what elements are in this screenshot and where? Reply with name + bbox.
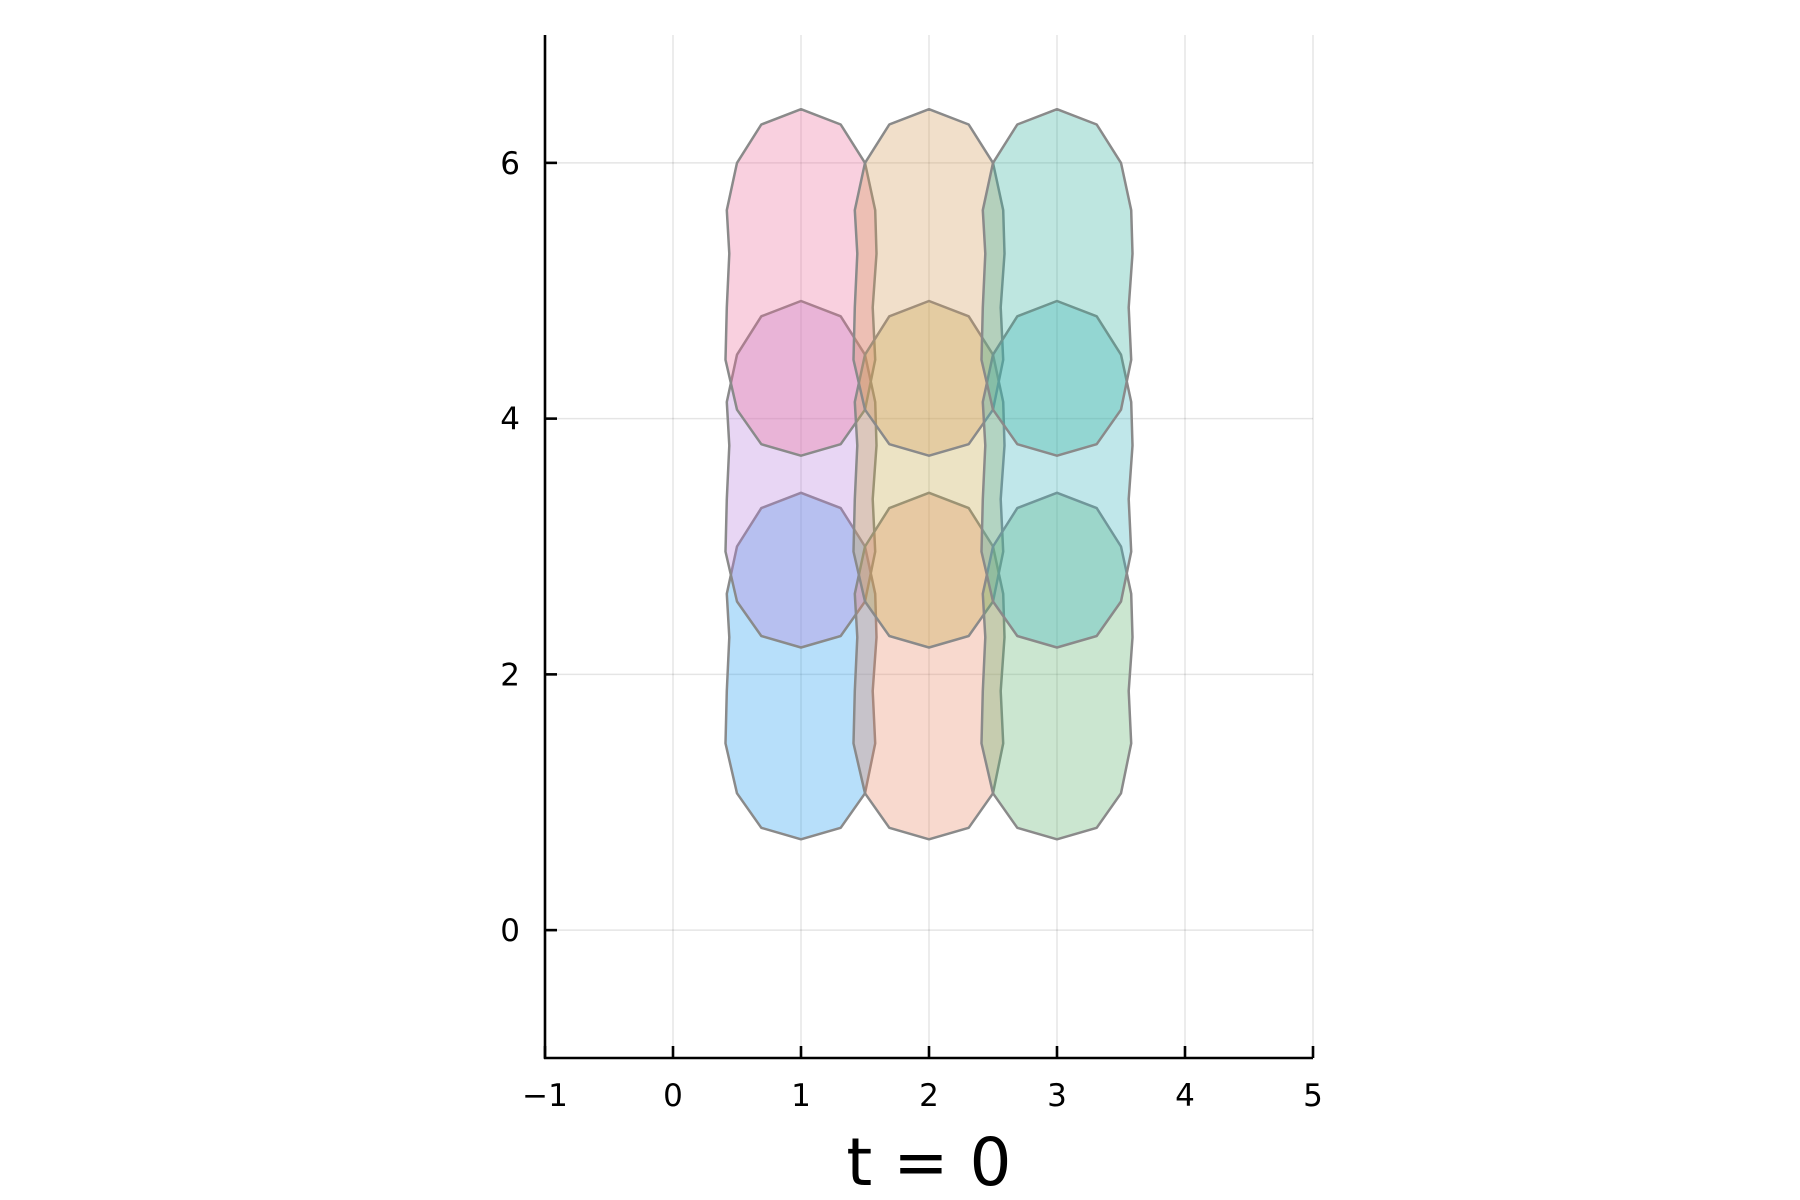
y-tick-label: 2 <box>500 657 520 693</box>
x-tick-label: 1 <box>791 1078 811 1114</box>
x-tick-label: 0 <box>663 1078 683 1114</box>
x-tick-label: 3 <box>1047 1078 1067 1114</box>
x-tick-label: −1 <box>522 1078 568 1114</box>
x-tick-label: 2 <box>919 1078 939 1114</box>
x-axis-title: t = 0 <box>846 1124 1011 1200</box>
y-tick-label: 0 <box>500 913 520 949</box>
shape-9 <box>982 109 1133 456</box>
y-tick-label: 6 <box>500 146 520 182</box>
shapes <box>726 109 1133 839</box>
x-tick-label: 5 <box>1303 1078 1323 1114</box>
x-tick-label: 4 <box>1175 1078 1195 1114</box>
y-tick-label: 4 <box>500 402 520 438</box>
